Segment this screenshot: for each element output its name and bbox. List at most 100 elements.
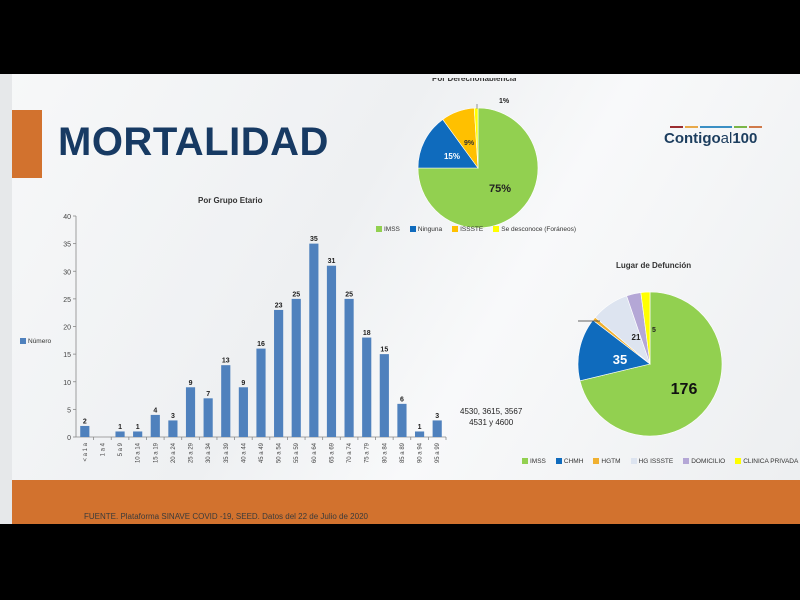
- x-tick-label: 90 a 94: [418, 442, 424, 463]
- legend-item-numero: Número: [20, 338, 51, 345]
- bar-85-a-89: [397, 403, 407, 437]
- bar-chart: 0 5 10 15 20 25 30 35 40 2 < a 1 a 1 a 4 1 5 a 9 1 10 a…: [63, 214, 447, 463]
- x-tick-label: 95 a 99: [435, 442, 441, 463]
- bar-data-label: 9: [189, 380, 193, 387]
- x-tick-label: 30 a 34: [206, 442, 212, 463]
- pie-data-label: 1%: [499, 98, 510, 105]
- legend-label: DOMICILIO: [691, 458, 726, 465]
- legend-item-hg-issste: HG ISSSTE: [630, 458, 674, 465]
- bar-data-label: 2: [83, 418, 87, 425]
- bar-25-a-29: [185, 387, 196, 437]
- legend-label: Ninguna: [417, 226, 443, 233]
- pie-slice-imss: [579, 291, 723, 437]
- x-tick-label: 70 a 74: [347, 442, 353, 463]
- pie-data-label: 9%: [464, 140, 475, 147]
- x-tick-label: 80 a 84: [382, 442, 388, 463]
- legend-item-issste: ISSSTE: [452, 226, 483, 233]
- logo-text-main: Contigo: [664, 130, 721, 147]
- legend-swatch: [376, 226, 382, 232]
- page-title: MORTALIDAD: [58, 120, 329, 164]
- legend-swatch: [630, 458, 637, 464]
- y-tick-label: 35: [63, 242, 71, 249]
- legend-item-se-desconoce-for-neos-: Se desconoce (Foráneos): [493, 226, 576, 233]
- bar-data-label: 3: [435, 413, 439, 420]
- pie-slice-ninguna: [417, 119, 479, 169]
- bar-data-label: 4: [153, 407, 157, 414]
- bar-data-label: 7: [206, 391, 210, 398]
- bar--a-1-a: [80, 425, 90, 437]
- bar-45-a-49: [256, 348, 266, 437]
- bar-data-label: 13: [222, 358, 230, 365]
- bar-80-a-84: [379, 354, 389, 437]
- x-tick-label: 5 a 9: [118, 442, 124, 456]
- bar-chart-legend: Número: [20, 338, 51, 345]
- bar-75-a-79: [362, 337, 372, 437]
- legend-swatch: [493, 226, 500, 232]
- legend-item-imss: IMSS: [376, 226, 400, 233]
- pie2-title: Lugar de Defunción: [616, 261, 692, 270]
- x-tick-label: 75 a 79: [365, 442, 371, 463]
- x-tick-label: 20 a 24: [171, 442, 177, 463]
- pie-slice-se-desconoce-for-neos-: [473, 107, 479, 169]
- pie-slice-imss: [417, 107, 539, 229]
- source-text: FUENTE. Plataforma SINAVE COVID -19, SEE…: [84, 512, 368, 521]
- bar-chart-title: Por Grupo Etario: [198, 196, 263, 205]
- x-tick-label: 25 a 29: [189, 442, 195, 463]
- logo-text-al: al: [720, 130, 733, 147]
- x-tick-label: 60 a 64: [312, 442, 318, 463]
- pie-data-label: 75%: [489, 183, 511, 195]
- bar-95-a-99: [432, 420, 442, 437]
- pie-data-label: 35: [613, 352, 627, 367]
- bar-data-label: 3: [171, 413, 175, 420]
- bar-50-a-54: [274, 309, 284, 437]
- bar-20-a-24: [168, 420, 178, 437]
- legend-item-domicilio: DOMICILIO: [683, 458, 725, 465]
- legend-swatch: [409, 226, 416, 232]
- bar-55-a-59: [291, 298, 301, 437]
- x-tick-label: 65 a 69: [329, 442, 335, 463]
- bar-data-label: 35: [310, 236, 318, 243]
- legend-swatch: [522, 458, 528, 464]
- pie-data-label: 15%: [444, 152, 460, 161]
- slide-edge: [0, 74, 12, 524]
- bar-data-label: 23: [275, 302, 283, 309]
- bar-15-a-19: [150, 414, 160, 437]
- y-tick-label: 5: [67, 407, 71, 414]
- bar-60-a-64: [309, 243, 319, 437]
- legend-item-ninguna: Ninguna: [409, 226, 443, 233]
- pie-data-label: 176: [671, 381, 698, 398]
- bar-data-label: 9: [241, 380, 245, 387]
- y-tick-label: 20: [63, 325, 71, 332]
- footer-band: [12, 480, 800, 524]
- legend-label: HG ISSSTE: [638, 458, 674, 465]
- bar-35-a-39: [221, 365, 231, 437]
- legend-swatch: [593, 458, 600, 464]
- bar-40-a-44: [238, 387, 248, 437]
- bar-65-a-69: [326, 265, 337, 437]
- bar-data-label: 1: [118, 424, 122, 431]
- y-tick-label: 30: [63, 269, 71, 276]
- x-tick-label: 85 a 89: [400, 442, 406, 463]
- legend-label: HGTM: [601, 458, 621, 465]
- x-tick-label: 50 a 54: [277, 442, 283, 463]
- pie1-legend: IMSS Ninguna ISSSTE Se desconoce (Foráneos): [376, 226, 576, 233]
- x-tick-label: 55 a 59: [294, 442, 300, 463]
- pie-slice-clinica-privada: [640, 291, 651, 365]
- pie2-legend: IMSS CHMH HGTM HG ISSSTE DOMICILIO CLINICA PR…: [522, 458, 798, 465]
- pie1-title: Por Derechohabiencia: [432, 78, 517, 83]
- note-text: 4530, 3615, 3567 4531 y 4600: [460, 407, 523, 427]
- x-tick-label: 10 a 14: [136, 442, 142, 463]
- legend-label: IMSS: [530, 458, 546, 465]
- legend-label: IMSS: [384, 226, 400, 233]
- bar-data-label: 16: [257, 341, 265, 348]
- bar-5-a-9: [115, 431, 125, 437]
- pie-data-label: 5: [652, 327, 656, 334]
- bar-data-label: 25: [292, 291, 300, 298]
- legend-swatch: [452, 226, 459, 232]
- bar-90-a-94: [414, 431, 425, 437]
- logo-text-num: 100: [732, 130, 758, 147]
- legend-swatch: [735, 458, 742, 464]
- title-accent-bar: [12, 110, 42, 178]
- bar-data-label: 25: [345, 291, 353, 298]
- contigo-al-100-logo: Contigoal100: [664, 126, 768, 156]
